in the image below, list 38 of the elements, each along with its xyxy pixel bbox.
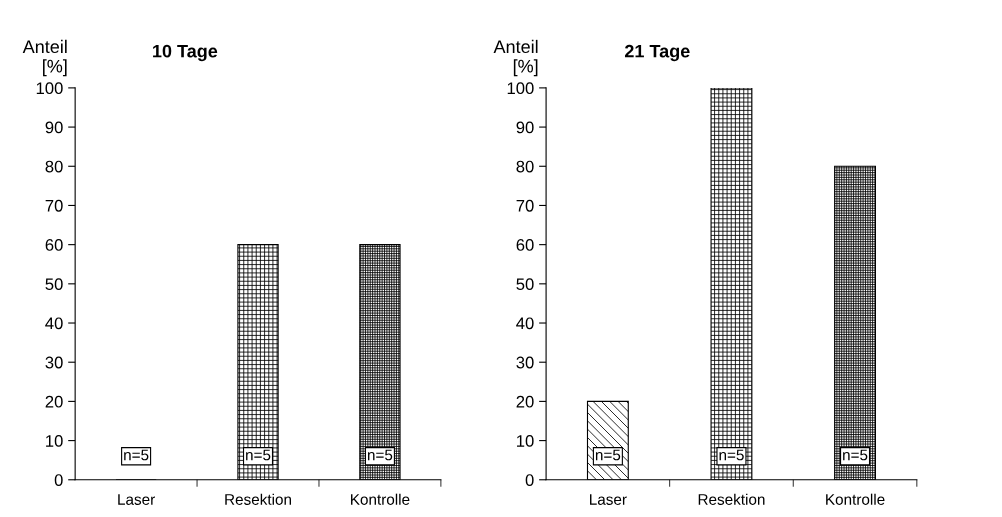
y-tick-label: 30 — [516, 356, 534, 369]
y-axis-title: Anteil [%] — [22, 39, 67, 77]
y-tick-label: 70 — [45, 199, 63, 212]
y-tick-label: 40 — [516, 317, 534, 330]
annotation: n=5 — [124, 449, 149, 461]
x-tick-label: Resektion — [225, 493, 291, 505]
y-tick-label: 30 — [45, 356, 63, 369]
y-tick-label: 90 — [516, 121, 534, 134]
annotation: n=5 — [843, 449, 868, 461]
y-tick-label: 100 — [507, 82, 534, 95]
y-tick-label: 80 — [516, 160, 534, 173]
x-tick-label: Laser — [590, 494, 627, 505]
y-tick-label: 70 — [516, 199, 534, 212]
chart-title: 10 Tage — [153, 44, 218, 62]
y-tick-label: 20 — [516, 395, 534, 408]
annotation: n=5 — [246, 449, 271, 461]
chart-title: 21 Tage — [624, 44, 690, 62]
y-tick-label: 100 — [36, 82, 63, 95]
annotation: n=5 — [719, 449, 744, 461]
y-tick-label: 60 — [516, 239, 534, 251]
y-tick-label: 0 — [525, 474, 534, 486]
x-tick-label: Kontrolle — [826, 493, 885, 505]
x-tick-label: Kontrolle — [351, 493, 410, 505]
y-tick-label: 10 — [517, 434, 534, 447]
x-tick-label: Resektion — [698, 493, 765, 505]
y-tick-label: 90 — [45, 121, 63, 134]
y-tick-label: 40 — [45, 317, 63, 330]
annotation: n=5 — [595, 449, 621, 461]
y-tick-label: 0 — [54, 474, 63, 486]
y-tick-label: 50 — [45, 278, 63, 291]
y-tick-label: 10 — [46, 434, 63, 447]
y-axis-title: Anteil [%] — [493, 39, 538, 77]
annotation: n=5 — [367, 449, 393, 461]
x-tick-label: Laser — [118, 494, 155, 505]
y-tick-label: 80 — [45, 160, 63, 173]
y-tick-label: 20 — [45, 395, 63, 408]
y-tick-label: 60 — [45, 239, 63, 251]
y-tick-label: 50 — [516, 278, 534, 291]
